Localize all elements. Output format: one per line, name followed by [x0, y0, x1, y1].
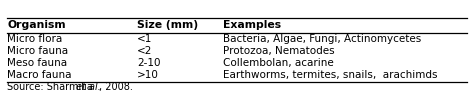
Text: Source: Sharmilia: Source: Sharmilia — [7, 82, 96, 92]
Text: Examples: Examples — [223, 20, 281, 30]
Text: Protozoa, Nematodes: Protozoa, Nematodes — [223, 46, 335, 56]
Text: , 2008.: , 2008. — [99, 82, 133, 92]
Text: <2: <2 — [137, 46, 153, 56]
Text: Earthworms, termites, snails,  arachimds: Earthworms, termites, snails, arachimds — [223, 70, 438, 80]
Text: Size (mm): Size (mm) — [137, 20, 198, 30]
Text: Macro fauna: Macro fauna — [7, 70, 72, 80]
Text: 2-10: 2-10 — [137, 58, 161, 68]
Text: Meso fauna: Meso fauna — [7, 58, 67, 68]
Text: <1: <1 — [137, 34, 153, 44]
Text: Micro fauna: Micro fauna — [7, 46, 68, 56]
Text: Organism: Organism — [7, 20, 66, 30]
Text: Bacteria, Algae, Fungi, Actinomycetes: Bacteria, Algae, Fungi, Actinomycetes — [223, 34, 421, 44]
Text: Micro flora: Micro flora — [7, 34, 62, 44]
Text: Collembolan, acarine: Collembolan, acarine — [223, 58, 334, 68]
Text: et al.: et al. — [76, 82, 101, 92]
Text: >10: >10 — [137, 70, 159, 80]
